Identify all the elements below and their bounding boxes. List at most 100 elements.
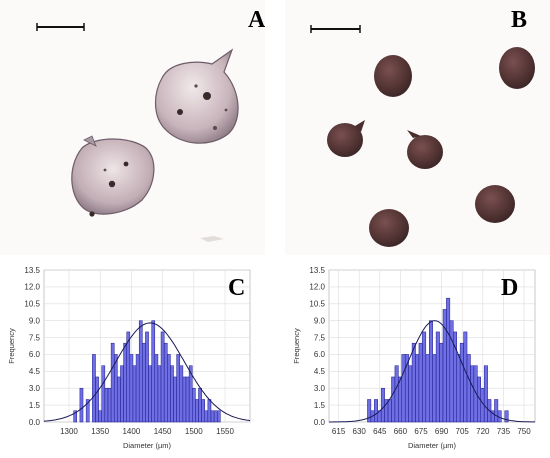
- histogram-bar: [207, 399, 212, 423]
- histogram-bar: [470, 365, 475, 423]
- histogram-bar: [167, 354, 171, 423]
- x-tick-label: 705: [456, 427, 470, 436]
- x-tick-label: 750: [517, 427, 531, 436]
- histogram-bar: [192, 387, 196, 423]
- histogram-bar: [176, 354, 181, 423]
- histogram-bar: [142, 342, 146, 423]
- y-tick-label: 12.0: [309, 283, 325, 292]
- y-tick-label: 6.0: [29, 350, 41, 359]
- histogram-bar: [504, 410, 509, 423]
- histogram-bar: [120, 365, 124, 423]
- histogram-bar: [466, 354, 471, 423]
- histogram-bar: [391, 376, 396, 423]
- histogram-bar: [446, 297, 451, 423]
- histogram-d: 0.0 1.5 3.0 4.5 6.0 7.5 9.0 10.5 12.0 13.5 615 630 6…: [292, 266, 536, 450]
- particle: [374, 55, 412, 97]
- histogram-bar: [148, 365, 152, 423]
- micrograph-b-image: [310, 25, 535, 247]
- y-axis-title: Frequency: [292, 328, 301, 364]
- particle: [475, 185, 515, 223]
- x-axis-title: Diameter (µm): [123, 441, 172, 450]
- histogram-bar: [204, 410, 209, 423]
- histogram-bar: [138, 320, 143, 423]
- histogram-bar: [411, 342, 416, 423]
- histogram-bar: [425, 354, 430, 423]
- histogram-bar: [494, 399, 499, 423]
- y-tick-label: 10.5: [309, 300, 325, 309]
- x-tick-label: 1400: [122, 427, 140, 436]
- y-tick-label: 4.5: [314, 367, 326, 376]
- histogram-bar: [387, 399, 392, 423]
- histogram-bar: [173, 376, 177, 423]
- histogram-bar: [459, 342, 464, 423]
- micrograph-a-image: [36, 23, 239, 242]
- histogram-bar: [73, 410, 78, 423]
- histogram-bar: [101, 365, 106, 423]
- histogram-bar: [123, 342, 127, 423]
- y-axis-title: Frequency: [7, 328, 16, 364]
- x-tick-label: 1300: [60, 427, 78, 436]
- histogram-bar: [432, 354, 437, 423]
- y-tick-label: 12.0: [24, 283, 40, 292]
- histogram-bar: [117, 376, 121, 423]
- particle: [499, 47, 535, 89]
- histogram-bar: [98, 410, 102, 423]
- histogram-bar: [418, 342, 423, 423]
- normal-fit-curve: [329, 320, 535, 423]
- histogram-bar: [129, 354, 134, 423]
- histogram-bar: [185, 376, 190, 423]
- histogram-bar: [213, 410, 218, 423]
- x-tick-label: 615: [332, 427, 346, 436]
- histogram-bar: [201, 399, 205, 423]
- histogram-bar: [179, 365, 184, 423]
- particle: [407, 135, 443, 169]
- histogram-panel-d: 0.0 1.5 3.0 4.5 6.0 7.5 9.0 10.5 12.0 13.5 615 630 6…: [285, 262, 550, 458]
- histogram-bar: [132, 365, 137, 423]
- histogram-bar: [135, 354, 140, 423]
- normal-fit-curve: [43, 322, 251, 422]
- histogram-bar: [95, 376, 99, 423]
- histogram-bar: [170, 365, 174, 423]
- histogram-bar: [110, 342, 115, 423]
- histogram-bar: [210, 410, 215, 423]
- histogram-bar: [374, 399, 379, 423]
- histogram-bar: [182, 376, 187, 423]
- histogram-bar: [145, 331, 149, 423]
- histogram-bar: [394, 365, 399, 423]
- y-tick-label: 1.5: [314, 401, 326, 410]
- particle: [327, 123, 363, 157]
- histogram-bar: [79, 387, 84, 423]
- x-tick-label: 1350: [91, 427, 109, 436]
- y-tick-label: 13.5: [309, 266, 325, 275]
- panel-letter-c: C: [228, 275, 246, 301]
- histogram-bar: [408, 365, 413, 423]
- x-tick-label: 735: [497, 427, 511, 436]
- histogram-bar: [439, 342, 444, 423]
- y-tick-label: 7.5: [29, 333, 41, 342]
- particle: [369, 209, 409, 247]
- histogram-bar: [126, 331, 131, 423]
- histogram-bar: [198, 387, 202, 423]
- histogram-bar: [401, 354, 406, 423]
- histogram-panel-c: 0.0 1.5 3.0 4.5 6.0 7.5 9.0 10.5 12.0 13.5 1300 135…: [0, 262, 265, 458]
- y-tick-label: 3.0: [314, 384, 326, 393]
- histogram-bar: [154, 354, 159, 423]
- y-tick-label: 4.5: [29, 367, 41, 376]
- x-tick-label: 1550: [216, 427, 234, 436]
- x-tick-label: 690: [435, 427, 449, 436]
- y-tick-label: 9.0: [29, 316, 41, 325]
- micrograph-panel-a: A: [0, 0, 265, 255]
- histogram-bar: [104, 387, 109, 423]
- histogram-bar: [449, 320, 454, 423]
- histogram-bar: [483, 365, 488, 423]
- histogram-bar: [429, 320, 433, 423]
- histogram-bar: [195, 399, 199, 423]
- x-tick-label: 630: [353, 427, 367, 436]
- y-tick-label: 10.5: [24, 300, 40, 309]
- x-axis-title: Diameter (µm): [408, 441, 457, 450]
- histogram-bar: [107, 387, 112, 423]
- histogram-bar: [85, 399, 90, 423]
- micrograph-panel-b: B: [285, 0, 550, 255]
- histogram-bar: [157, 365, 162, 423]
- panel-letter-b: B: [511, 7, 528, 33]
